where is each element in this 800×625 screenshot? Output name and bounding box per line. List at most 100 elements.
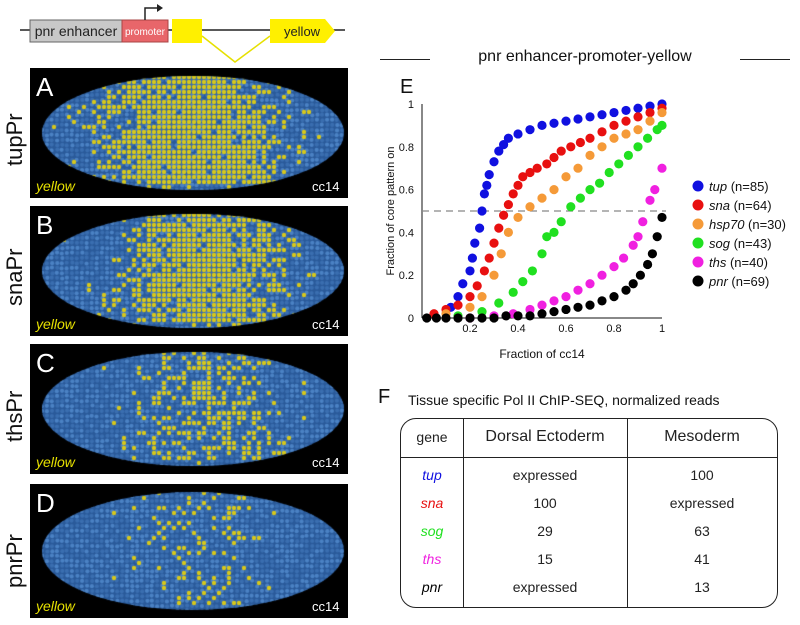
embryo-panel-a <box>30 68 348 198</box>
data-point-ths <box>609 262 619 272</box>
mesoderm-cell-ths: 41 <box>694 551 710 567</box>
data-point-pnr <box>621 285 631 295</box>
data-point-hsp70 <box>645 116 655 126</box>
tss-arrowhead-icon <box>157 4 163 12</box>
data-point-sna <box>479 266 489 276</box>
data-point-tup <box>537 120 547 130</box>
dorsal-ectoderm-cell-sog: 29 <box>537 523 553 539</box>
data-point-ths <box>628 240 638 250</box>
promoter-label: promoter <box>125 27 166 38</box>
data-point-pnr <box>549 306 559 317</box>
data-point-sog <box>477 306 487 317</box>
stage-label-a: cc14 <box>312 179 340 194</box>
data-point-sna <box>621 116 631 126</box>
chart-title-bar: pnr enhancer-promoter-yellow <box>380 48 790 70</box>
panel-letter-a: A <box>36 72 54 102</box>
data-point-sna <box>525 167 535 178</box>
mesoderm-cell-pnr: 13 <box>694 579 710 595</box>
data-point-sog <box>633 142 643 152</box>
data-point-pnr <box>431 313 441 323</box>
mesoderm-cell-sog: 63 <box>694 523 710 539</box>
chip-table-frame: gene Dorsal Ectoderm Mesoderm tup express… <box>400 418 778 608</box>
data-point-sog <box>508 287 518 297</box>
data-point-ths <box>561 292 571 302</box>
data-point-sna <box>472 281 482 291</box>
gene-cell-pnr: pnr <box>421 579 443 595</box>
data-point-sog <box>494 298 504 308</box>
embryo-panel-d <box>30 484 348 618</box>
legend: tup (n=85) sna (n=64) hsp70 (n=30) sog (n=4… <box>692 179 786 289</box>
data-point-ths <box>619 253 629 263</box>
data-point-hsp70 <box>513 212 523 223</box>
title-rule-right <box>740 59 790 60</box>
embryo-panel-c <box>30 344 348 474</box>
data-point-pnr <box>643 259 653 270</box>
x-tick-labels: 0.2 0.4 0.6 0.8 1 <box>462 323 665 335</box>
data-point-hsp70 <box>465 302 475 312</box>
data-point-sog <box>604 167 614 178</box>
data-point-hsp70 <box>477 292 487 302</box>
data-point-sna <box>645 107 655 118</box>
data-point-sna <box>499 210 509 220</box>
data-point-tup <box>549 118 559 128</box>
data-point-pnr <box>652 232 662 242</box>
legend-swatch-pnr <box>692 275 704 287</box>
data-point-pnr <box>441 313 451 323</box>
stain-label-d: yellow <box>36 598 75 614</box>
data-point-sog <box>518 277 528 287</box>
data-point-hsp70 <box>537 193 547 203</box>
data-point-sog <box>614 159 624 169</box>
embryo-image-b <box>30 206 348 336</box>
stain-label-c: yellow <box>36 454 75 470</box>
side-label-c: thsPr <box>2 390 27 442</box>
data-point-sna <box>518 172 528 182</box>
data-point-sog <box>623 150 633 160</box>
data-points <box>422 99 667 323</box>
data-point-hsp70 <box>609 133 619 143</box>
data-point-tup <box>482 180 492 190</box>
data-point-ths <box>549 296 559 306</box>
data-point-tup <box>585 112 595 122</box>
data-point-sna <box>489 238 499 248</box>
x-tick-label: 0.8 <box>606 323 621 335</box>
data-point-sna <box>566 142 576 152</box>
panel-letter-c: C <box>36 348 55 378</box>
stage-label-b: cc14 <box>312 317 340 332</box>
data-point-ths <box>657 163 667 173</box>
data-point-tup <box>453 292 463 302</box>
data-point-pnr <box>657 212 667 223</box>
data-point-sna <box>508 189 518 199</box>
data-point-tup <box>458 279 468 289</box>
dorsal-ectoderm-cell-ths: 15 <box>537 551 553 567</box>
data-point-tup <box>597 110 607 120</box>
embryo-image-c <box>30 344 348 474</box>
data-point-sog <box>527 266 537 276</box>
data-point-sna <box>503 199 513 210</box>
data-point-tup <box>494 146 504 156</box>
data-point-tup <box>645 101 655 111</box>
title-rule-left <box>380 59 430 60</box>
data-point-sna <box>633 112 643 122</box>
data-point-sog <box>556 217 566 227</box>
data-point-sna <box>465 292 475 302</box>
data-point-pnr <box>453 313 463 323</box>
data-point-ths <box>650 185 660 195</box>
data-point-tup <box>503 133 513 143</box>
data-point-pnr <box>501 311 511 321</box>
data-point-tup <box>633 103 643 113</box>
data-point-hsp70 <box>561 172 571 182</box>
panel-letter-d: D <box>36 488 55 518</box>
data-point-sna <box>513 180 523 190</box>
data-point-hsp70 <box>489 270 499 280</box>
header-mesoderm: Mesoderm <box>664 428 740 445</box>
legend-label-ths: ths (n=40) <box>709 255 768 270</box>
data-point-tup <box>477 206 487 216</box>
data-point-tup <box>525 125 535 135</box>
gene-cell-ths: ths <box>422 551 442 567</box>
data-point-ths <box>573 285 583 295</box>
y-tick-labels: 0 0.2 0.4 0.6 0.8 1 <box>399 99 414 325</box>
data-point-tup <box>465 266 475 276</box>
data-point-ths <box>597 270 607 280</box>
legend-label-hsp70: hsp70 (n=30) <box>709 217 786 232</box>
header-divider <box>401 457 777 458</box>
